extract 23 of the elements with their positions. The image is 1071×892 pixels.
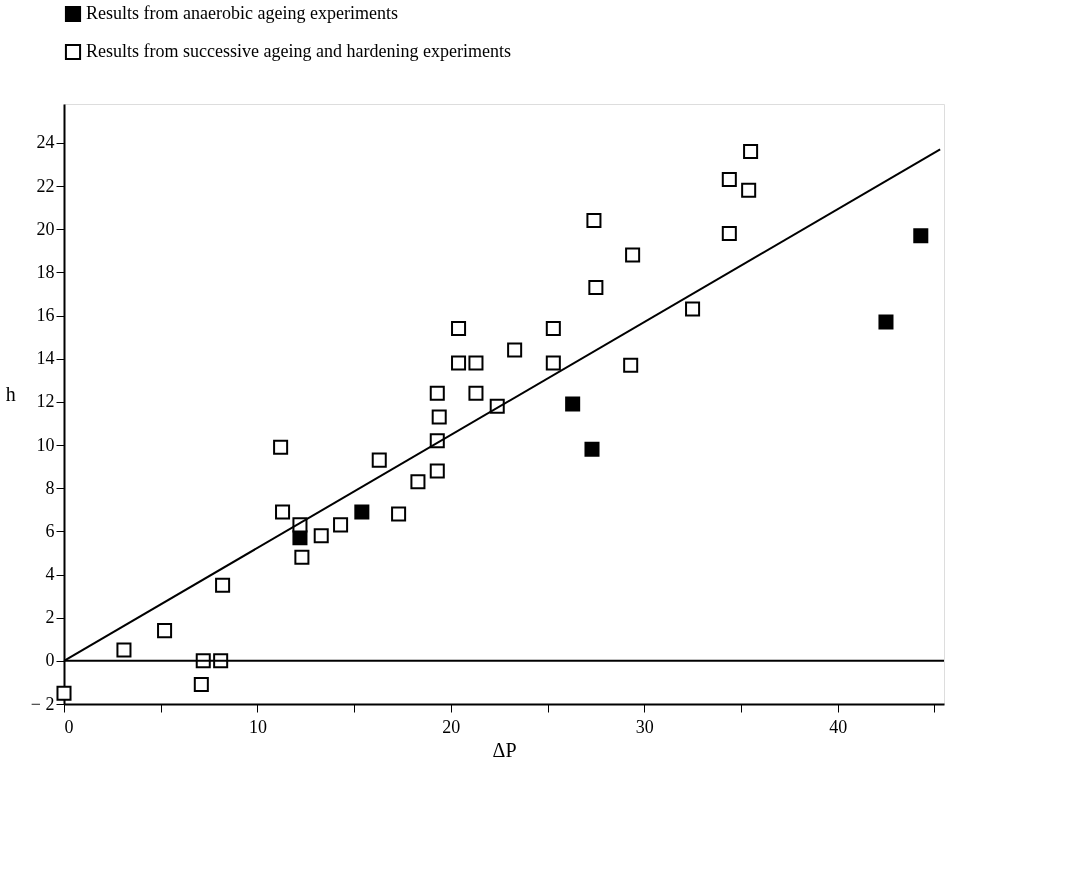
y-tick-label: − 2 [30, 693, 55, 714]
y-tick-label: 0 [45, 650, 55, 671]
y-axis-title: h [5, 382, 16, 405]
y-tick-label: 2 [45, 607, 55, 628]
y-tick-label: 8 [45, 477, 55, 498]
x-tick-label: 10 [248, 716, 267, 737]
x-tick-label: 20 [442, 716, 461, 737]
legend-label: Results from successive ageing and hardening experiments [86, 41, 511, 61]
y-tick-label: 20 [36, 218, 55, 239]
y-tick-label: 6 [45, 520, 55, 541]
y-tick-label: 16 [36, 305, 55, 326]
legend-label: Results from anaerobic ageing experiments [86, 3, 398, 23]
y-tick-label: 22 [36, 175, 55, 196]
y-tick-label: 10 [36, 434, 55, 455]
x-axis-title: ΔP [492, 738, 517, 761]
y-tick-label: 12 [36, 391, 55, 412]
x-tick-label: 40 [829, 716, 848, 737]
y-tick-label: 18 [36, 261, 55, 282]
x-tick-label: 30 [635, 716, 654, 737]
y-tick-label: 14 [36, 348, 55, 369]
x-tick-label: 0 [64, 716, 74, 737]
y-tick-label: 24 [36, 132, 55, 153]
y-tick-label: 4 [45, 564, 55, 584]
